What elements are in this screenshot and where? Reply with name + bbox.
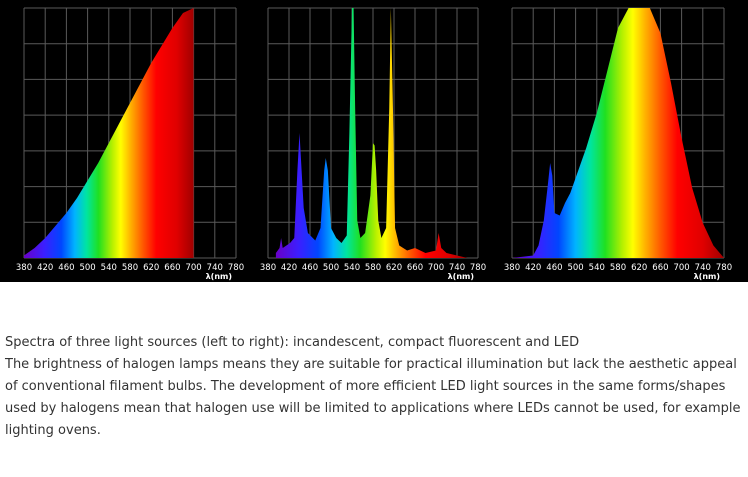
x-tick-label: 460 — [302, 263, 318, 273]
spectrum-area — [24, 8, 194, 258]
x-tick-label: 660 — [652, 263, 668, 273]
x-tick-label: 380 — [504, 263, 520, 273]
x-tick-label: 380 — [16, 263, 32, 273]
x-tick-labels: 380 420 460 500 540 580 620 660 700 740 780 — [16, 263, 244, 273]
x-tick-label: 620 — [143, 263, 159, 273]
x-axis-label: λ(nm) — [206, 272, 232, 281]
x-tick-label: 700 — [185, 263, 201, 273]
x-tick-label: 580 — [365, 263, 381, 273]
x-tick-label: 500 — [323, 263, 339, 273]
caption-title: Spectra of three light sources (left to … — [5, 335, 580, 350]
x-axis-label: λ(nm) — [694, 272, 720, 281]
caption: Spectra of three light sources (left to … — [5, 332, 743, 442]
x-tick-label: 540 — [344, 263, 360, 273]
x-tick-label: 460 — [546, 263, 562, 273]
x-tick-label: 500 — [79, 263, 95, 273]
x-tick-label: 380 — [260, 263, 276, 273]
x-tick-label: 740 — [695, 263, 711, 273]
x-axis-label: λ(nm) — [448, 272, 474, 281]
x-tick-label: 460 — [58, 263, 74, 273]
caption-body: The brightness of halogen lamps means th… — [5, 357, 741, 438]
x-tick-label: 580 — [122, 263, 138, 273]
x-tick-label: 780 — [470, 263, 486, 273]
x-tick-label: 580 — [610, 263, 626, 273]
x-tick-label: 540 — [101, 263, 117, 273]
x-tick-label: 420 — [525, 263, 541, 273]
x-tick-label: 620 — [386, 263, 402, 273]
x-tick-label: 700 — [673, 263, 689, 273]
x-tick-label: 780 — [716, 263, 732, 273]
spectra-svg: 380 420 460 500 540 580 620 660 700 740 780λ(nm)38… — [16, 7, 732, 281]
spectrum-area — [512, 8, 724, 258]
x-tick-label: 500 — [567, 263, 583, 273]
x-tick-label: 700 — [428, 263, 444, 273]
x-tick-label: 780 — [228, 263, 244, 273]
x-tick-label: 660 — [407, 263, 423, 273]
x-tick-label: 420 — [281, 263, 297, 273]
x-tick-label: 660 — [164, 263, 180, 273]
spectra-figure: 380 420 460 500 540 580 620 660 700 740 780 λ(nm) 38… — [0, 0, 748, 282]
x-tick-labels: 380 420 460 500 540 580 620 660 700 740 780 — [504, 263, 732, 273]
x-tick-label: 740 — [449, 263, 465, 273]
x-tick-labels: 380 420 460 500 540 580 620 660 700 740 780 — [260, 263, 486, 273]
x-tick-label: 740 — [207, 263, 223, 273]
x-tick-label: 620 — [631, 263, 647, 273]
spectrum-area — [275, 8, 468, 258]
x-tick-label: 420 — [37, 263, 53, 273]
x-tick-label: 540 — [589, 263, 605, 273]
